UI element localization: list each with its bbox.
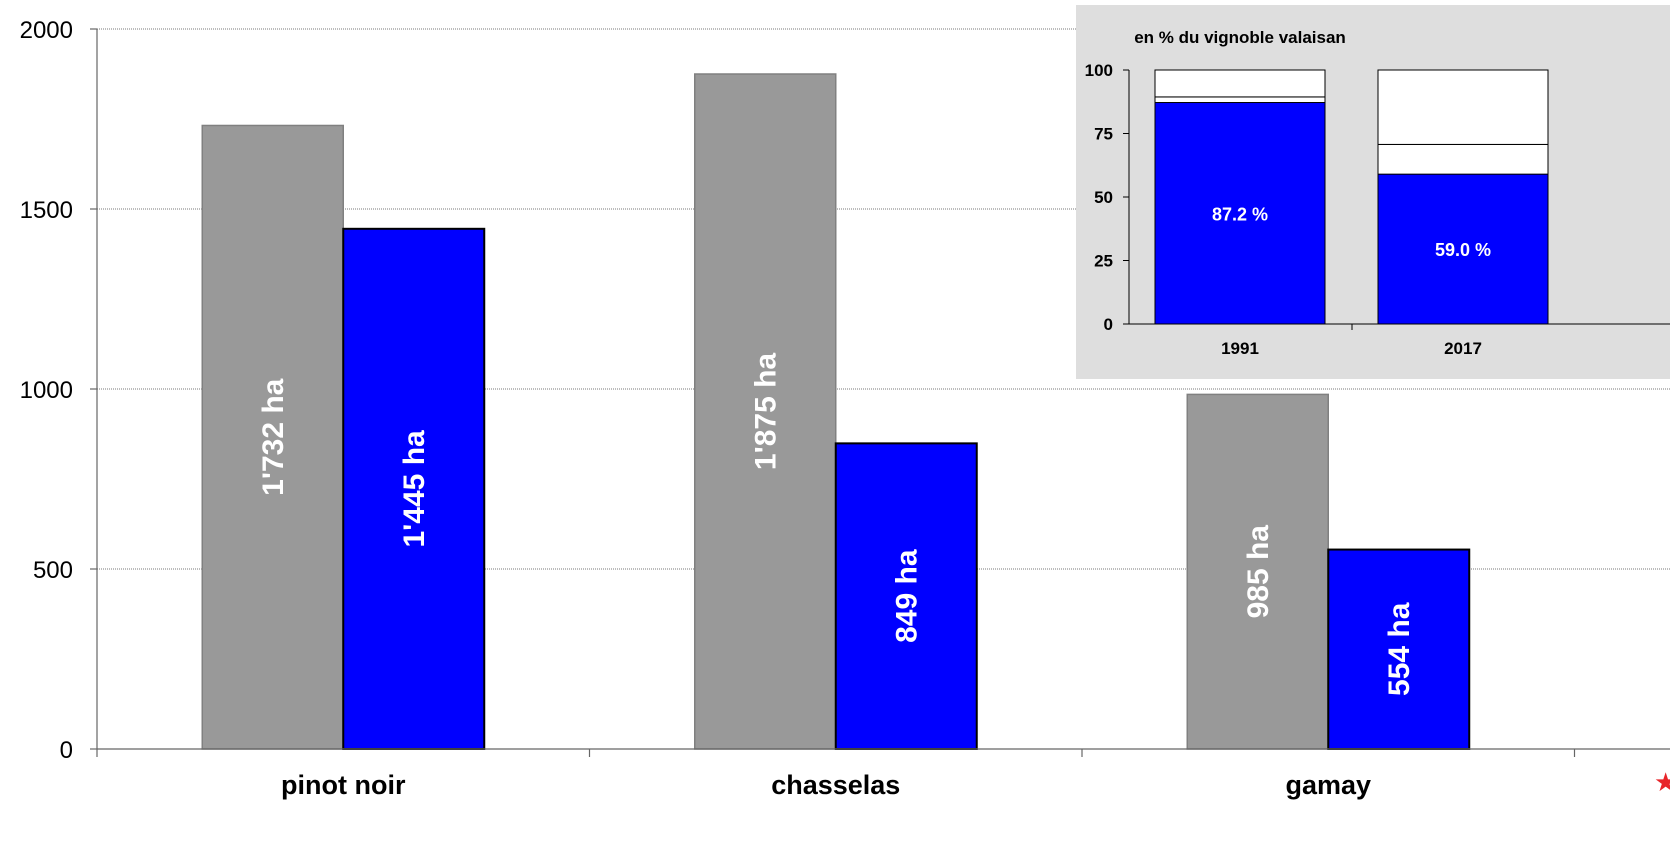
bar-1-1	[834, 442, 978, 750]
inset-y-tick-label-100: 100	[1085, 61, 1113, 80]
y-tick-label-0: 0	[60, 737, 73, 764]
inset-category-label-0: 1991	[1221, 339, 1259, 358]
bars	[201, 73, 1471, 751]
bar-value-label-1-2: 554 ha	[1383, 602, 1416, 696]
bar-0-0	[201, 124, 344, 750]
inset-stacked-bar-chart: en % du vignoble valaisan 0 25 50 75 100 87.2…	[1085, 28, 1670, 358]
category-label-0: pinot noir	[281, 770, 406, 800]
inset-value-label-0: 87.2 %	[1212, 204, 1268, 224]
inset-axes	[1123, 69, 1670, 330]
inset-y-tick-label-25: 25	[1094, 252, 1113, 271]
bar-1-2	[1327, 548, 1471, 750]
bar-value-label-0-1: 1'875 ha	[749, 353, 782, 471]
inset-segment-1-0	[1154, 96, 1326, 104]
inset-y-tick-label-0: 0	[1104, 315, 1113, 334]
bar-value-label-1-1: 849 ha	[890, 549, 923, 643]
inset-title: en % du vignoble valaisan	[1134, 28, 1346, 47]
bar-0-2	[1186, 393, 1329, 750]
inset-segment-0-1	[1377, 173, 1549, 325]
inset-category-label-1: 2017	[1444, 339, 1482, 358]
y-tick-label-2000: 2000	[20, 17, 73, 44]
inset-bars	[1154, 69, 1549, 325]
inset-chart-panel: en % du vignoble valaisan 0 25 50 75 100 87.2…	[1076, 5, 1670, 379]
inset-labels: 0 25 50 75 100 87.2 % 1991 59.0 % 2017	[1085, 61, 1491, 358]
inset-segment-2-0	[1154, 69, 1326, 98]
inset-y-tick-label-50: 50	[1094, 188, 1113, 207]
y-tick-label-500: 500	[33, 557, 73, 584]
bar-value-label-0-2: 985 ha	[1242, 525, 1275, 619]
y-tick-label-1500: 1500	[20, 197, 73, 224]
inset-segment-2-1	[1377, 69, 1549, 145]
inset-value-label-1: 59.0 %	[1435, 240, 1491, 260]
bar-0-1	[694, 73, 837, 750]
bar-value-label-1-0: 1'445 ha	[398, 430, 431, 548]
bar-value-label-0-0: 1'732 ha	[257, 378, 290, 496]
category-label-2: gamay	[1285, 770, 1371, 800]
inset-segment-0-0	[1154, 102, 1326, 325]
category-label-1: chasselas	[771, 770, 900, 800]
axes	[90, 28, 1670, 757]
inset-segment-1-1	[1377, 143, 1549, 175]
star-icon: ★	[1654, 768, 1670, 798]
y-tick-label-1000: 1000	[20, 377, 73, 404]
inset-y-tick-label-75: 75	[1094, 125, 1113, 144]
